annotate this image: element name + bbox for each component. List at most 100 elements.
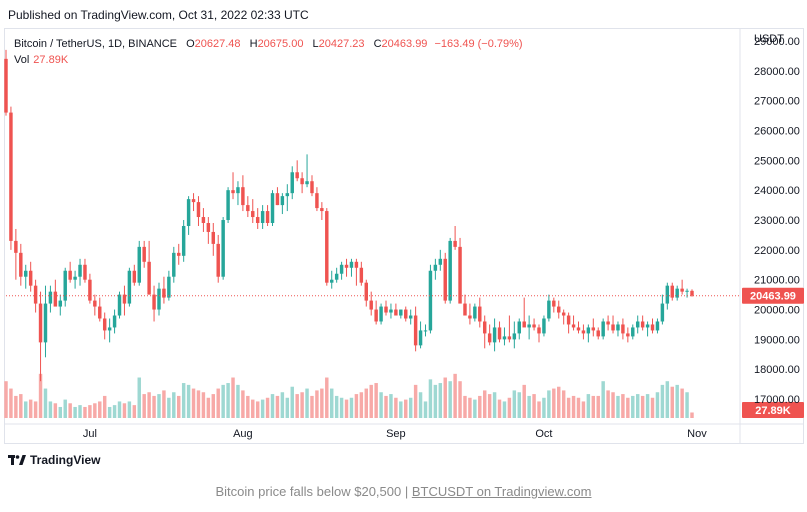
volume-bar <box>497 399 502 418</box>
candle-body <box>557 306 561 313</box>
candle-body <box>611 324 615 331</box>
published-note: Published on TradingView.com, Oct 31, 20… <box>8 8 309 22</box>
price-tick-label: 17000.00 <box>754 394 800 406</box>
candle-body <box>512 333 517 340</box>
volume-bar <box>542 397 546 418</box>
price-tick-label: 29000.00 <box>754 36 800 48</box>
tradingview-logo[interactable]: TradingView <box>8 453 100 467</box>
candle-body <box>127 270 132 304</box>
volume-bar <box>650 397 655 418</box>
volume-bar <box>221 384 225 418</box>
volume-bar <box>73 406 77 418</box>
candle-body <box>186 199 191 226</box>
candle-body <box>379 306 383 322</box>
volume-bar <box>512 390 517 418</box>
volume-bar <box>334 395 339 418</box>
candle-body <box>369 300 373 310</box>
volume-bar <box>191 388 196 418</box>
volume-bar <box>28 399 33 418</box>
close-label: C <box>373 38 382 50</box>
candle-body <box>315 193 319 209</box>
candle-body <box>270 193 275 223</box>
candle-body <box>566 315 571 325</box>
caption: Bitcoin price falls below $20,500 | BTCU… <box>0 484 807 499</box>
volume-bar <box>621 394 625 418</box>
candle-body <box>438 258 443 265</box>
candle-body <box>241 187 245 206</box>
candle-body <box>453 240 457 247</box>
volume-bar <box>181 383 186 418</box>
price-tick-label: 21000.00 <box>754 275 800 287</box>
candle-body <box>63 270 67 301</box>
candle-body <box>374 309 378 322</box>
volume-bar <box>270 394 275 418</box>
candle-body <box>621 324 625 334</box>
candle-body <box>458 246 462 304</box>
volume-bar <box>680 388 684 418</box>
volume-bar <box>349 397 354 418</box>
volume-bar <box>468 397 472 418</box>
volume-bar <box>507 397 512 418</box>
volume-bar <box>660 384 665 418</box>
candle-body <box>285 193 290 197</box>
tradingview-logo-icon <box>8 454 26 466</box>
candle-body <box>616 324 620 331</box>
candle-body <box>117 294 122 316</box>
volume-bar <box>132 405 137 418</box>
candle-body <box>211 231 216 244</box>
volume-bar <box>137 377 141 418</box>
candle-body <box>88 279 92 301</box>
price-tick-label: 27000.00 <box>754 96 800 108</box>
candle-body <box>423 330 428 332</box>
volume-bar <box>670 386 674 418</box>
candle-body <box>482 321 487 334</box>
volume-bar <box>433 384 438 418</box>
volume-bar <box>310 395 314 418</box>
volume-bar <box>280 392 285 418</box>
candle-body <box>181 225 186 256</box>
candle-body <box>591 327 596 331</box>
open-label: O <box>186 38 195 50</box>
volume-bar <box>275 395 280 418</box>
candle-body <box>251 211 255 218</box>
volume-bar <box>374 383 378 418</box>
candle-body <box>473 306 477 319</box>
volume-bar <box>517 392 521 418</box>
candle-body <box>384 306 388 313</box>
candle-body <box>359 267 364 283</box>
price-tick-label: 19000.00 <box>754 334 800 346</box>
volume-bar <box>369 384 373 418</box>
candle-body <box>394 309 398 316</box>
volume-bar <box>231 377 235 418</box>
volume-bar <box>685 392 689 418</box>
volume-bar <box>285 397 290 418</box>
candle-body <box>142 246 146 262</box>
volume-bar <box>147 392 151 418</box>
volume-bar <box>172 392 176 418</box>
candle-body <box>655 321 660 331</box>
candle-body <box>468 315 472 319</box>
caption-link[interactable]: BTCUSDT on Tradingview.com <box>411 484 592 499</box>
candle-body <box>532 324 536 328</box>
candle-body <box>255 217 260 223</box>
candle-body <box>58 300 63 307</box>
candle-body <box>443 258 447 301</box>
high-label: H <box>249 38 258 50</box>
candle-body <box>167 276 171 298</box>
volume-bar <box>152 395 156 418</box>
candle-body <box>685 290 689 292</box>
candle-body <box>132 270 137 283</box>
volume-bar <box>78 405 82 418</box>
candle-body <box>690 290 694 296</box>
volume-bars <box>4 373 694 418</box>
candle-body <box>517 321 521 334</box>
volume-bar <box>626 397 630 418</box>
time-tick-label: Oct <box>535 428 552 440</box>
volume-bar <box>246 395 250 418</box>
candle-body <box>502 336 507 340</box>
volume-bar <box>394 397 398 418</box>
candle-body <box>329 279 334 283</box>
candle-body <box>354 261 359 268</box>
candle-body <box>275 193 280 206</box>
